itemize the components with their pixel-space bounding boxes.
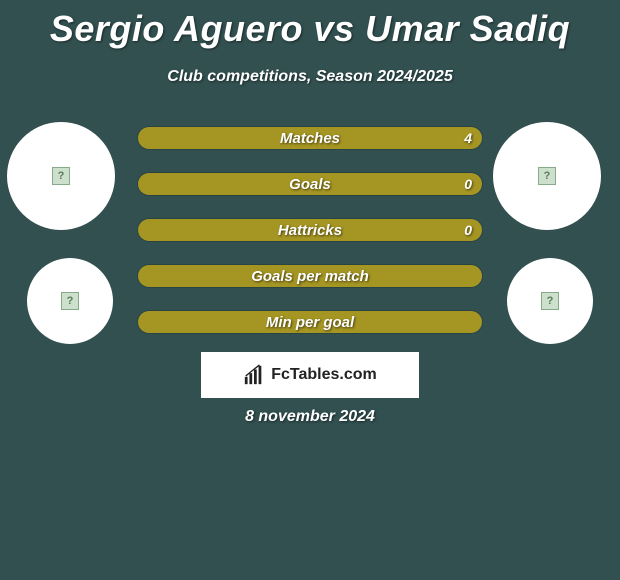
player-avatar-1: ? xyxy=(493,122,601,230)
logo-text: FcTables.com xyxy=(271,366,377,384)
bar-label: Hattricks xyxy=(138,219,482,241)
bar-label: Min per goal xyxy=(138,311,482,333)
stat-bar: 0Goals xyxy=(137,172,483,196)
stat-bar: 0Hattricks xyxy=(137,218,483,242)
page-subtitle: Club competitions, Season 2024/2025 xyxy=(0,68,620,86)
bar-label: Goals per match xyxy=(138,265,482,287)
page-title: Sergio Aguero vs Umar Sadiq xyxy=(0,0,620,50)
image-placeholder-icon: ? xyxy=(541,292,559,310)
bar-label: Matches xyxy=(138,127,482,149)
player-avatar-0: ? xyxy=(7,122,115,230)
stat-bar: 4Matches xyxy=(137,126,483,150)
image-placeholder-icon: ? xyxy=(61,292,79,310)
bar-label: Goals xyxy=(138,173,482,195)
image-placeholder-icon: ? xyxy=(52,167,70,185)
stat-bar: Goals per match xyxy=(137,264,483,288)
player-avatar-3: ? xyxy=(507,258,593,344)
chart-icon xyxy=(243,364,265,386)
comparison-bars: 4Matches 0Goals 0Hattricks Goals per match M… xyxy=(137,126,483,356)
image-placeholder-icon: ? xyxy=(538,167,556,185)
stat-bar: Min per goal xyxy=(137,310,483,334)
logo-box: FcTables.com xyxy=(201,352,419,398)
player-avatar-2: ? xyxy=(27,258,113,344)
date-label: 8 november 2024 xyxy=(0,408,620,426)
